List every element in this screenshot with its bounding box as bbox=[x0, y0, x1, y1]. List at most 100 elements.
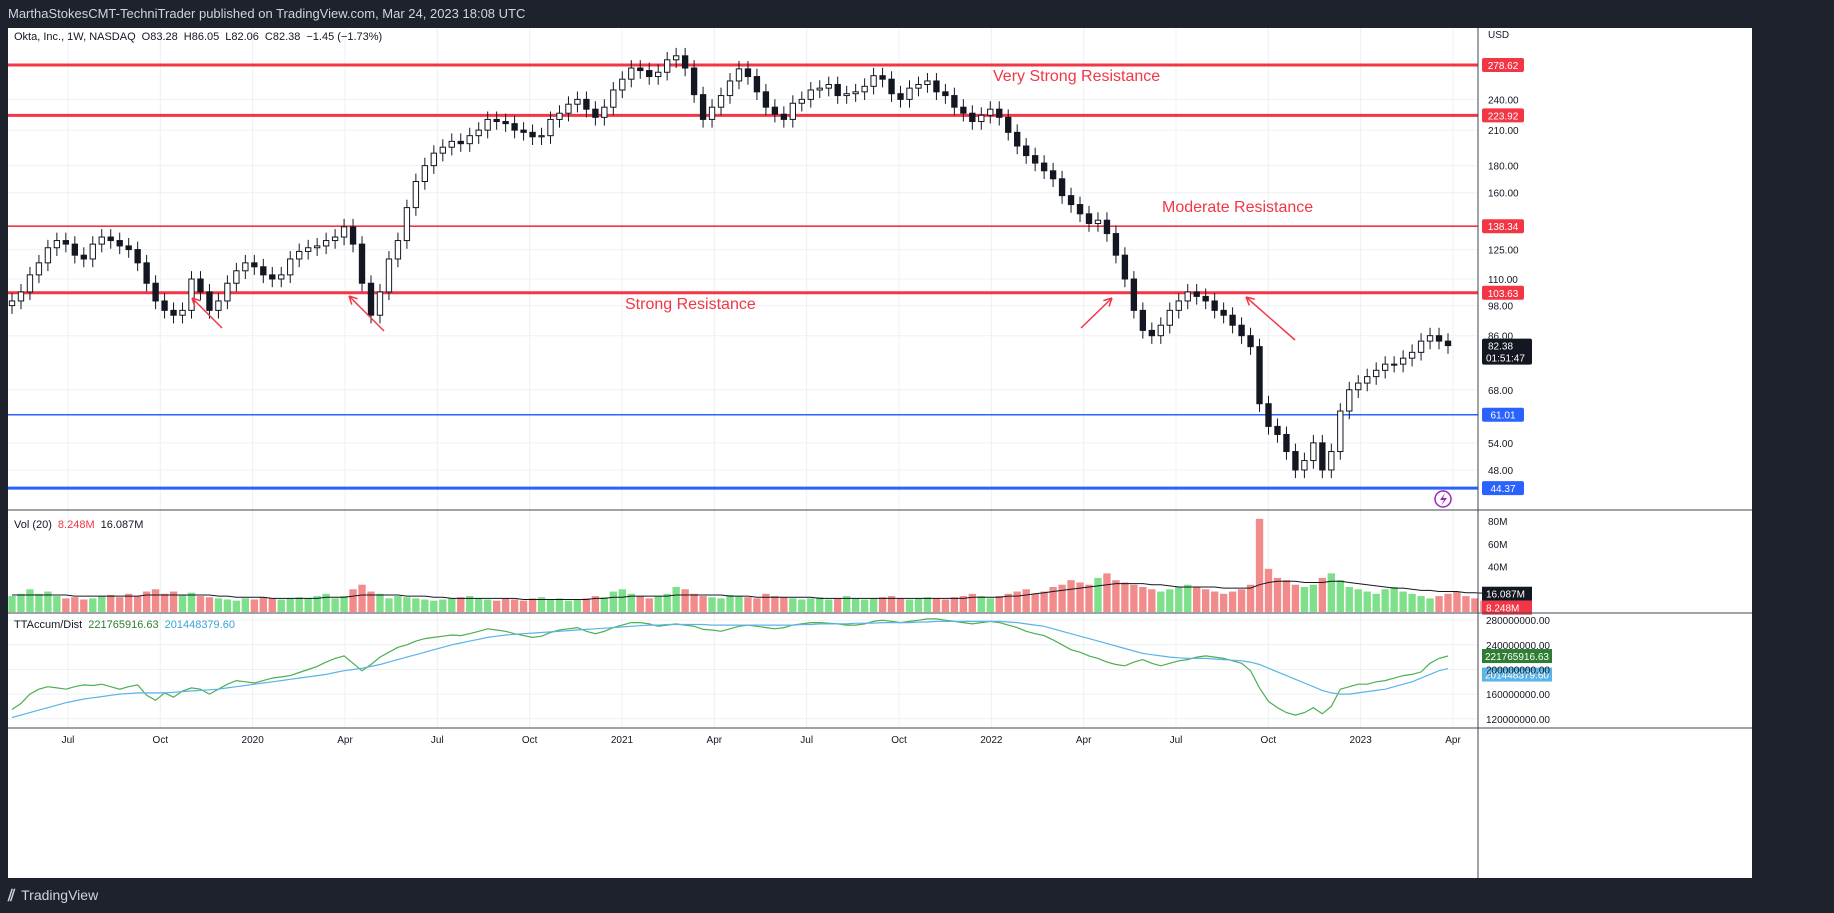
volume-bar bbox=[573, 599, 582, 612]
volume-bar bbox=[268, 598, 276, 612]
publish-header: MarthaStokesCMT-TechniTrader published o… bbox=[0, 0, 1834, 28]
ad-tick-label: 160000000.00 bbox=[1486, 690, 1550, 701]
volume-bar bbox=[1085, 584, 1093, 612]
candle-body bbox=[762, 91, 770, 108]
countdown-label: 01:51:47 bbox=[1486, 354, 1525, 365]
candle-body bbox=[484, 118, 491, 131]
volume-bar bbox=[914, 598, 923, 612]
x-tick-label: 2020 bbox=[242, 735, 265, 746]
candle-body bbox=[538, 135, 545, 138]
vol-tick-label: 80M bbox=[1488, 517, 1507, 528]
volume-bar bbox=[735, 596, 743, 612]
candle-body bbox=[1094, 219, 1102, 224]
annotation-arrow-head bbox=[348, 295, 358, 300]
chart-frame[interactable]: 278.62 223.92 138.34 103.63 61.01 44.37 82.38 0… bbox=[8, 28, 1752, 878]
candle-body bbox=[699, 94, 707, 120]
candle-body bbox=[924, 80, 931, 86]
annotation-arrow bbox=[1245, 296, 1296, 341]
candle-body bbox=[161, 300, 168, 311]
candle-body bbox=[44, 247, 52, 264]
volume-bar bbox=[1462, 596, 1470, 612]
volume-bar bbox=[546, 599, 555, 612]
volume-bar bbox=[1040, 591, 1048, 612]
candle-body bbox=[296, 250, 303, 260]
candle-body bbox=[574, 98, 581, 105]
volume-bar bbox=[178, 594, 187, 612]
candle-body bbox=[62, 240, 70, 245]
candle-body bbox=[1014, 131, 1021, 147]
candle-body bbox=[385, 258, 393, 293]
candle-body bbox=[1426, 335, 1434, 342]
volume-bar bbox=[439, 599, 447, 612]
volume-bar bbox=[654, 596, 662, 612]
candle-body bbox=[1157, 324, 1164, 337]
y-tick-label: 48.00 bbox=[1488, 466, 1513, 477]
volume-bar bbox=[421, 599, 429, 612]
candle-body bbox=[1202, 295, 1209, 302]
chart-svg[interactable]: 278.62 223.92 138.34 103.63 61.01 44.37 82.380… bbox=[8, 28, 1752, 878]
volume-bar bbox=[1058, 584, 1066, 612]
candle-body bbox=[80, 254, 87, 260]
candle-body bbox=[771, 106, 779, 115]
tradingview-logo[interactable]: ⫽ TradingView bbox=[8, 878, 98, 913]
candle-body bbox=[1085, 213, 1093, 224]
candle-body bbox=[1130, 278, 1138, 311]
volume-bar bbox=[35, 593, 43, 612]
volume-bar bbox=[896, 598, 905, 612]
volume-bar bbox=[466, 596, 474, 612]
volume-bar bbox=[699, 596, 707, 612]
candle-body bbox=[897, 93, 904, 100]
horizontal-levels: 278.62 223.92 138.34 103.63 61.01 44.37 82.380… bbox=[8, 58, 1532, 496]
ad-ma-line bbox=[11, 620, 1449, 719]
volume-bar bbox=[17, 593, 25, 612]
volume-bar bbox=[681, 589, 689, 612]
volume-bar bbox=[1453, 591, 1461, 612]
level-tag-label: 278.62 bbox=[1488, 61, 1519, 72]
volume-bar bbox=[1157, 591, 1165, 612]
volume-bar bbox=[564, 600, 573, 612]
candle-body bbox=[367, 282, 375, 316]
volume-bar bbox=[941, 599, 950, 612]
candle-body bbox=[430, 152, 438, 167]
candle-body bbox=[834, 84, 841, 97]
candle-body bbox=[179, 309, 186, 316]
candle-body bbox=[529, 131, 536, 138]
lightning-icon[interactable] bbox=[1434, 490, 1452, 508]
ad-value-tag bbox=[1482, 649, 1552, 664]
volume-bar bbox=[923, 597, 932, 612]
volume-bar bbox=[816, 597, 824, 612]
volume-bar bbox=[600, 597, 609, 612]
candle-body bbox=[1417, 340, 1425, 353]
ad-legend: TTAccum/Dist 221765916.63 201448379.60 bbox=[14, 619, 235, 631]
candle-body bbox=[942, 91, 949, 97]
volume-bar bbox=[807, 598, 815, 612]
candle-body bbox=[35, 262, 43, 276]
volume-bar bbox=[483, 599, 492, 612]
candle-body bbox=[1049, 170, 1057, 180]
volume-bar bbox=[510, 599, 519, 612]
candle-body bbox=[1022, 145, 1030, 157]
candle-body bbox=[951, 95, 958, 108]
candle-body bbox=[26, 274, 34, 293]
axis-labels: Jul Oct 2020 Apr Jul Oct 2021 Apr Jul Oct 2022 Apr J… bbox=[62, 30, 1551, 746]
volume-bar bbox=[1282, 580, 1291, 612]
volume-bar bbox=[241, 598, 250, 612]
volume-bar bbox=[492, 600, 501, 612]
volume-bar bbox=[8, 596, 16, 612]
volume-bar bbox=[98, 596, 106, 612]
volume-bar bbox=[1201, 589, 1210, 612]
volume-bar bbox=[259, 597, 267, 612]
volume-bar bbox=[151, 589, 160, 612]
candle-body bbox=[421, 165, 429, 183]
candle-body bbox=[1390, 363, 1398, 366]
vol-ma-tag bbox=[1482, 586, 1532, 601]
candle-body bbox=[304, 247, 312, 252]
footer-bar: ⫽ TradingView bbox=[0, 878, 1834, 913]
candle-body bbox=[349, 226, 357, 245]
volume-bar bbox=[205, 597, 214, 612]
volume-bar bbox=[53, 596, 61, 612]
candle-body bbox=[340, 226, 348, 238]
volume-bar bbox=[744, 597, 752, 612]
tradingview-logo-icon: ⫽ bbox=[8, 886, 16, 905]
candle-body bbox=[125, 245, 132, 251]
